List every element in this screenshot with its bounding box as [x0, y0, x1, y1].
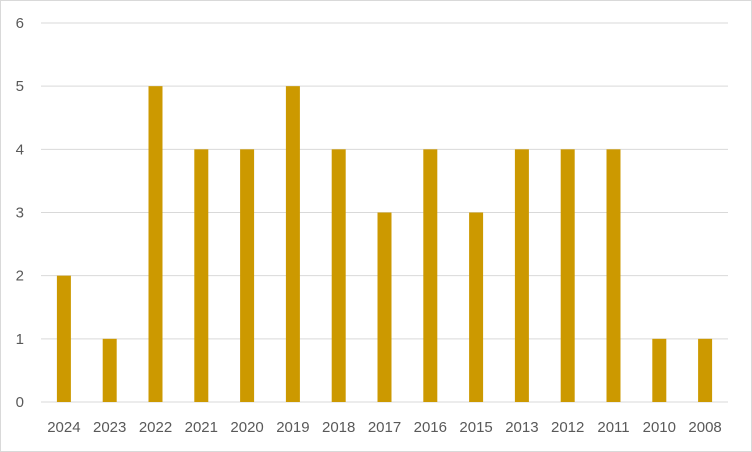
bar-2021: [194, 149, 209, 402]
bar-2019: [285, 86, 300, 403]
y-tick-label: 5: [16, 78, 24, 95]
bar-2015: [469, 212, 484, 402]
bar-2011: [606, 149, 621, 402]
bar-2022: [148, 86, 163, 403]
x-tick-label: 2015: [459, 419, 492, 436]
x-tick-label: 2017: [368, 419, 401, 436]
x-tick-label: 2008: [688, 419, 721, 436]
y-tick-label: 1: [16, 331, 24, 348]
bar-2008: [698, 338, 713, 402]
y-tick-label: 4: [16, 141, 24, 158]
x-tick-label: 2011: [597, 419, 629, 436]
bar-2023: [102, 338, 117, 402]
y-tick-label: 0: [16, 394, 24, 411]
y-axis-ticks: 0 1 2 3 4 5 6: [16, 15, 24, 411]
bar-2018: [331, 149, 346, 402]
x-tick-label: 2021: [185, 419, 218, 436]
bars: [56, 86, 713, 403]
bar-2013: [514, 149, 529, 402]
x-tick-label: 2016: [414, 419, 447, 436]
x-axis-ticks: 2024 2023 2022 2021 2020 2019 2018 2017 2016 2015…: [47, 419, 722, 436]
x-tick-label: 2024: [47, 419, 80, 436]
x-tick-label: 2010: [643, 419, 676, 436]
x-tick-label: 2018: [322, 419, 355, 436]
y-tick-label: 3: [16, 205, 24, 222]
y-tick-label: 6: [16, 15, 24, 32]
x-tick-label: 2022: [139, 419, 172, 436]
bar-2024: [56, 275, 71, 402]
x-tick-label: 2019: [276, 419, 309, 436]
x-tick-label: 2012: [551, 419, 584, 436]
bar-2017: [377, 212, 392, 402]
bar-2020: [240, 149, 255, 402]
x-tick-label: 2020: [230, 419, 263, 436]
bar-2010: [652, 338, 667, 402]
x-tick-label: 2023: [93, 419, 126, 436]
x-tick-label: 2013: [505, 419, 538, 436]
y-tick-label: 2: [16, 268, 24, 285]
bar-2016: [423, 149, 438, 402]
bar-2012: [560, 149, 575, 402]
